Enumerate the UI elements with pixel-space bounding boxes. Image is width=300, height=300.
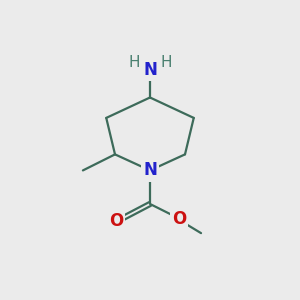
Text: O: O [109,212,123,230]
Text: O: O [172,209,186,227]
Text: H: H [160,55,172,70]
Text: H: H [128,55,140,70]
Text: N: N [143,161,157,179]
Text: N: N [143,61,157,79]
